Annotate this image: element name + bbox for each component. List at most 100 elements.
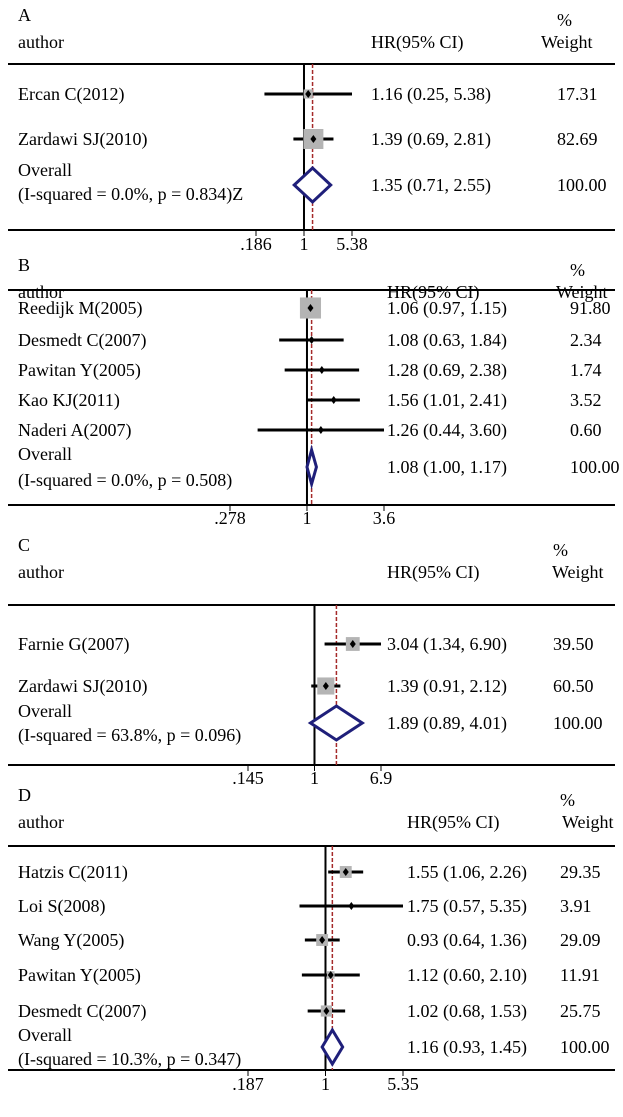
study-hr-ci: 1.28 (0.69, 2.38) — [387, 360, 507, 380]
study-author: Naderi A(2007) — [18, 420, 132, 440]
study-hr-ci: 3.04 (1.34, 6.90) — [387, 634, 507, 654]
column-header-weight: Weight — [562, 812, 614, 832]
study-weight: 91.80 — [570, 298, 611, 318]
point-estimate — [305, 90, 312, 98]
study-author: Wang Y(2005) — [18, 930, 125, 950]
overall-label: Overall — [18, 160, 72, 180]
point-estimate — [323, 1007, 330, 1015]
point-estimate — [307, 304, 314, 312]
heterogeneity-label: (I-squared = 10.3%, p = 0.347) — [18, 1049, 242, 1069]
point-estimate — [319, 936, 326, 944]
study-author: Reedijk M(2005) — [18, 298, 143, 318]
tick-label: .186 — [240, 234, 272, 254]
study-author: Loi S(2008) — [18, 896, 106, 916]
study-hr-ci: 1.06 (0.97, 1.15) — [387, 298, 507, 318]
study-hr-ci: 1.26 (0.44, 3.60) — [387, 420, 507, 440]
point-estimate — [317, 426, 324, 434]
overall-label: Overall — [18, 701, 72, 721]
study-hr-ci: 1.16 (0.25, 5.38) — [371, 84, 491, 104]
study-hr-ci: 1.12 (0.60, 2.10) — [407, 965, 527, 985]
study-hr-ci: 1.39 (0.91, 2.12) — [387, 676, 507, 696]
study-hr-ci: 1.08 (0.63, 1.84) — [387, 330, 507, 350]
overall-label: Overall — [18, 444, 72, 464]
column-header-percent: % — [557, 10, 572, 30]
column-header-hr: HR(95% CI) — [407, 812, 500, 832]
study-hr-ci: 1.39 (0.69, 2.81) — [371, 129, 491, 149]
study-hr-ci: 0.93 (0.64, 1.36) — [407, 930, 527, 950]
column-header-hr: HR(95% CI) — [371, 32, 464, 52]
column-header-percent: % — [570, 260, 585, 280]
column-header-percent: % — [560, 790, 575, 810]
point-estimate — [322, 682, 329, 690]
overall-label: Overall — [18, 1025, 72, 1045]
study-author: Pawitan Y(2005) — [18, 965, 141, 985]
study-weight: 2.34 — [570, 330, 602, 350]
column-header-weight: Weight — [556, 282, 608, 302]
study-author: Desmedt C(2007) — [18, 330, 147, 350]
overall-diamond — [307, 704, 366, 742]
overall-diamond — [320, 1027, 345, 1067]
column-header-author: author — [18, 562, 64, 582]
tick-label: .145 — [232, 768, 264, 788]
panel-label: B — [18, 255, 31, 275]
study-weight: 11.91 — [560, 965, 600, 985]
tick-label: 5.38 — [336, 234, 368, 254]
study-hr-ci: 1.55 (1.06, 2.26) — [407, 862, 527, 882]
tick-label: 3.6 — [372, 508, 396, 528]
panel-label: D — [18, 785, 31, 805]
point-estimate — [308, 336, 315, 344]
study-author: Farnie G(2007) — [18, 634, 130, 654]
study-hr-ci: 1.56 (1.01, 2.41) — [387, 390, 507, 410]
overall-weight: 100.00 — [553, 713, 603, 733]
study-author: Kao KJ(2011) — [18, 390, 120, 410]
tick-label: 1 — [299, 234, 309, 254]
point-estimate — [318, 366, 325, 374]
tick-label: 5.35 — [387, 1074, 419, 1094]
column-header-hr: HR(95% CI) — [387, 562, 480, 582]
study-author: Desmedt C(2007) — [18, 1001, 147, 1021]
panel-label: C — [18, 535, 31, 555]
overall-hr-ci: 1.16 (0.93, 1.45) — [407, 1037, 527, 1057]
point-estimate — [327, 971, 334, 979]
forest-plot-svg — [8, 63, 615, 236]
tick-label: 1 — [302, 508, 312, 528]
panel-label: A — [18, 5, 31, 25]
point-estimate — [310, 135, 317, 143]
overall-diamond — [292, 165, 333, 205]
study-weight: 17.31 — [557, 84, 598, 104]
study-weight: 82.69 — [557, 129, 598, 149]
overall-hr-ci: 1.35 (0.71, 2.55) — [371, 175, 491, 195]
column-header-author: author — [18, 812, 64, 832]
study-weight: 3.91 — [560, 896, 592, 916]
forest-plot-svg — [8, 289, 615, 511]
column-header-author: author — [18, 32, 64, 52]
study-weight: 60.50 — [553, 676, 594, 696]
study-weight: 3.52 — [570, 390, 602, 410]
point-estimate — [342, 868, 349, 876]
overall-weight: 100.00 — [557, 175, 607, 195]
overall-hr-ci: 1.89 (0.89, 4.01) — [387, 713, 507, 733]
column-header-weight: Weight — [541, 32, 593, 52]
study-weight: 39.50 — [553, 634, 594, 654]
forest-plot-svg — [8, 604, 615, 771]
forest-plot-svg — [8, 845, 615, 1076]
heterogeneity-label: (I-squared = 0.0%, p = 0.508) — [18, 470, 233, 490]
study-hr-ci: 1.75 (0.57, 5.35) — [407, 896, 527, 916]
study-author: Pawitan Y(2005) — [18, 360, 141, 380]
overall-hr-ci: 1.08 (1.00, 1.17) — [387, 457, 507, 477]
study-weight: 0.60 — [570, 420, 602, 440]
tick-label: .187 — [232, 1074, 264, 1094]
study-author: Zardawi SJ(2010) — [18, 676, 148, 696]
column-header-author: author — [18, 282, 64, 302]
study-author: Hatzis C(2011) — [18, 862, 128, 882]
study-weight: 1.74 — [570, 360, 602, 380]
study-author: Ercan C(2012) — [18, 84, 125, 104]
heterogeneity-label: (I-squared = 63.8%, p = 0.096) — [18, 725, 242, 745]
overall-weight: 100.00 — [560, 1037, 610, 1057]
column-header-hr: HR(95% CI) — [387, 282, 480, 302]
heterogeneity-label: (I-squared = 0.0%, p = 0.834)Z — [18, 184, 244, 204]
point-estimate — [348, 902, 355, 910]
